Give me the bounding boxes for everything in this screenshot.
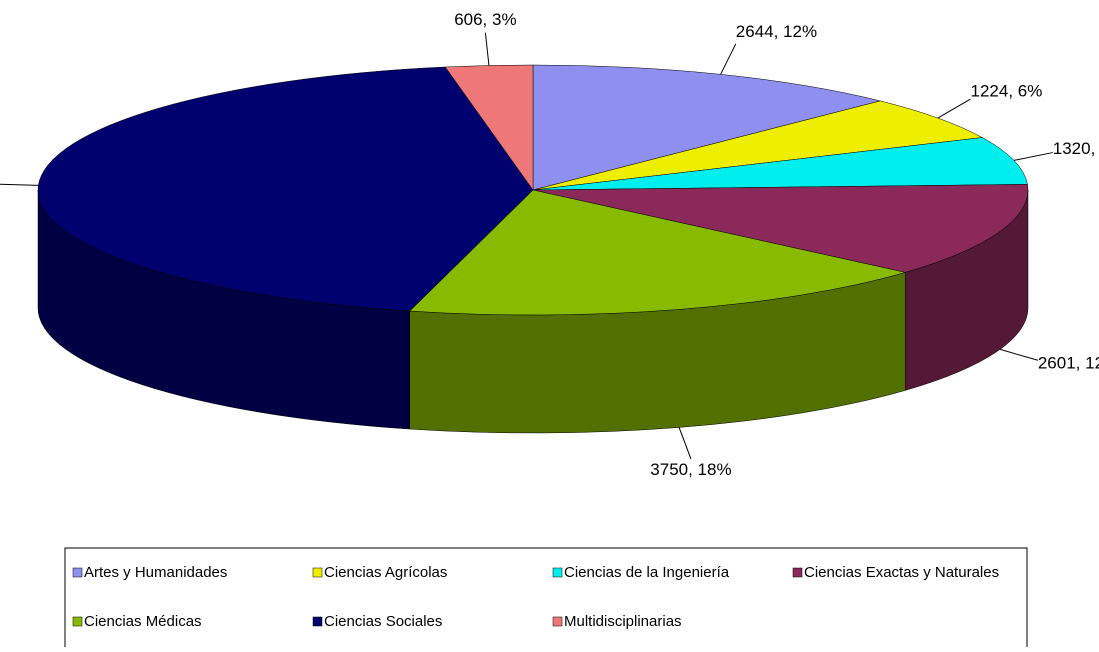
slice bbox=[409, 189, 906, 316]
data-label: 2644, 12% bbox=[736, 22, 817, 41]
legend-swatch bbox=[312, 567, 323, 578]
leader-line bbox=[999, 348, 1038, 361]
slice bbox=[532, 184, 1029, 273]
legend-swatch bbox=[72, 616, 83, 627]
legend-label: Ciencias Exactas y Naturales bbox=[804, 564, 999, 581]
legend-swatch bbox=[792, 567, 803, 578]
legend-label: Ciencias Sociales bbox=[324, 613, 442, 630]
legend-label: Ciencias Agrícolas bbox=[324, 564, 447, 581]
slice bbox=[532, 64, 881, 191]
data-label: 2601, 12% bbox=[1038, 354, 1099, 373]
legend-label: Ciencias Médicas bbox=[84, 613, 202, 630]
legend-swatch bbox=[312, 616, 323, 627]
legend-label: Artes y Humanidades bbox=[84, 564, 227, 581]
legend-label: Multidisciplinarias bbox=[564, 613, 682, 630]
data-label: 606, 3% bbox=[454, 10, 516, 29]
slice bbox=[444, 64, 534, 191]
slice bbox=[532, 137, 1028, 191]
data-label: 1320, 6% bbox=[1053, 139, 1099, 158]
leader-line bbox=[937, 98, 971, 119]
leader-line bbox=[0, 183, 39, 186]
leader-line bbox=[1013, 152, 1053, 161]
slice bbox=[37, 66, 534, 312]
legend-swatch bbox=[552, 567, 563, 578]
leader-line bbox=[678, 427, 692, 460]
legend-swatch bbox=[552, 616, 563, 627]
legend-label: Ciencias de la Ingeniería bbox=[564, 564, 730, 581]
legend-swatch bbox=[72, 567, 83, 578]
leader-line bbox=[720, 43, 737, 75]
data-label: 3750, 18% bbox=[650, 460, 731, 479]
legend-box bbox=[64, 547, 1028, 652]
leader-line bbox=[484, 32, 490, 66]
data-label: 1224, 6% bbox=[971, 82, 1043, 101]
